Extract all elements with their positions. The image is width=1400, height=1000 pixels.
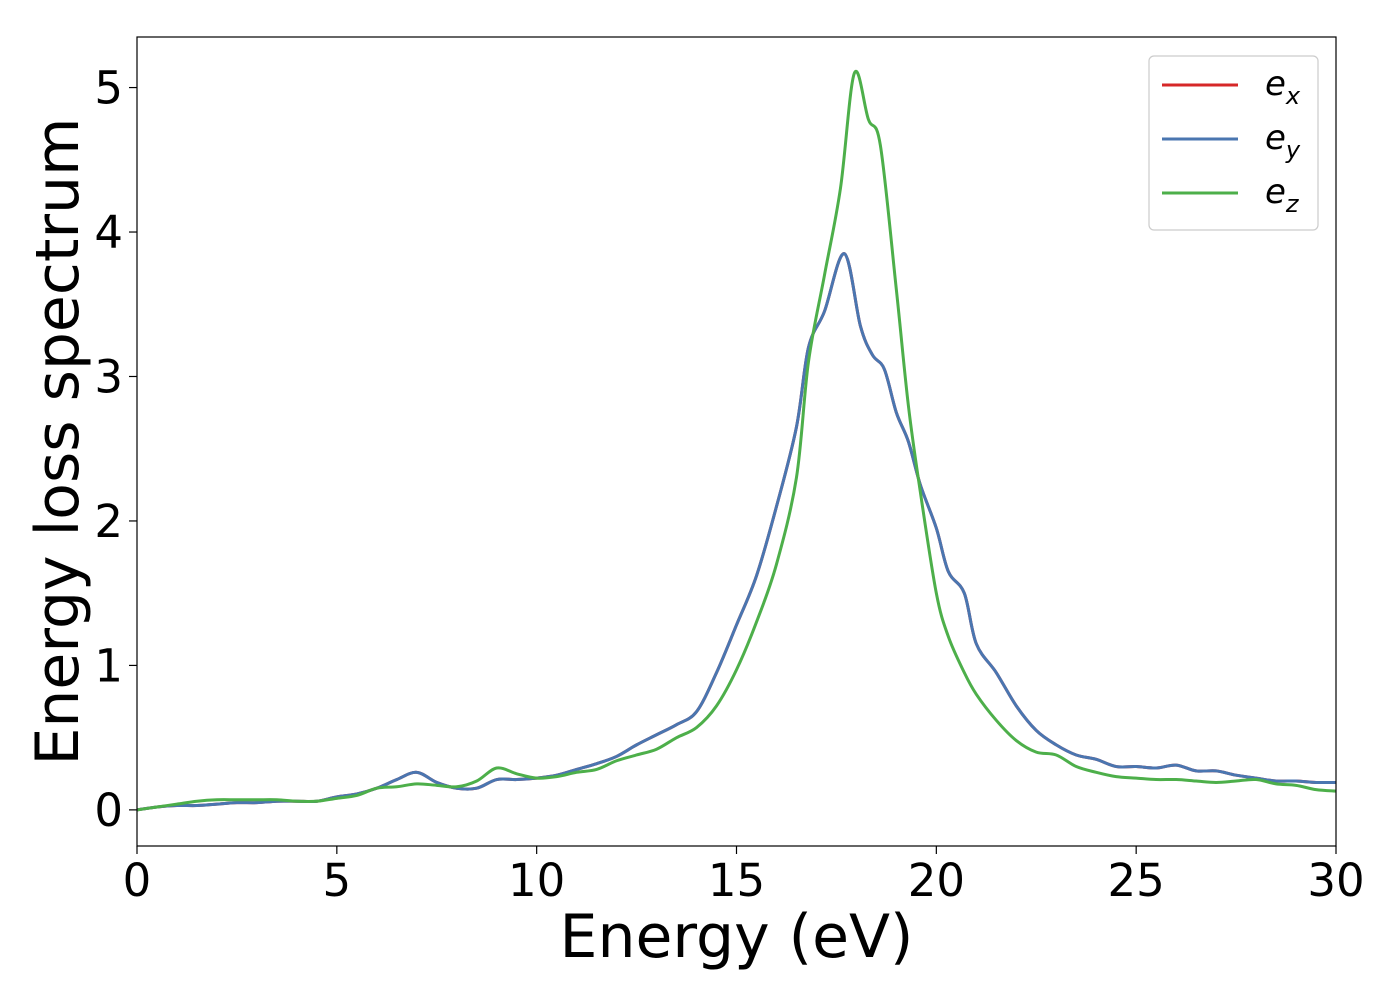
- y-tick-label: 4: [94, 206, 123, 259]
- y-tick-label: 2: [94, 495, 123, 548]
- y-tick-label: 1: [94, 639, 123, 692]
- legend-box: [1148, 55, 1319, 231]
- y-tick-label: 5: [94, 62, 123, 115]
- x-axis-label: Energy (eV): [560, 902, 914, 972]
- y-tick-label: 3: [94, 350, 123, 403]
- series-line-x: [137, 252, 1336, 812]
- legend: ex ey ez: [1148, 55, 1319, 231]
- x-tick-label: 25: [1108, 854, 1165, 907]
- x-tick-label: 0: [123, 854, 152, 907]
- legend-label-x: ex: [1265, 64, 1301, 110]
- y-axis-label: Energy loss spectrum: [23, 117, 93, 765]
- x-tick-label: 20: [908, 854, 965, 907]
- y-axis-ticks: 0 1 2 3 4 5: [94, 62, 137, 837]
- legend-label-z: ez: [1265, 172, 1300, 218]
- x-tick-label: 10: [508, 854, 565, 907]
- x-axis-ticks: 0 5 10 15 20 25 30: [123, 846, 1365, 907]
- y-tick-label: 0: [94, 784, 123, 837]
- x-tick-label: 30: [1307, 854, 1364, 907]
- x-tick-label: 5: [323, 854, 352, 907]
- series-layer: [137, 69, 1336, 812]
- legend-label-y: ey: [1265, 118, 1301, 164]
- series-line-y: [137, 252, 1336, 812]
- series-line-z: [137, 69, 1336, 812]
- x-tick-label: 15: [708, 854, 765, 907]
